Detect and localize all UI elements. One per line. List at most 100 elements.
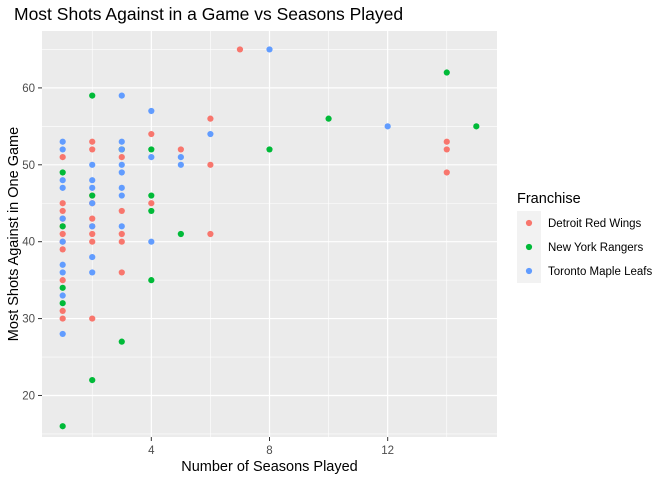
major-gridlines (42, 31, 497, 437)
point-detroit-red-wings (207, 230, 214, 238)
point-toronto-maple-leafs (118, 146, 125, 153)
point-new-york-rangers (148, 146, 155, 153)
point-detroit-red-wings (59, 200, 66, 207)
point-new-york-rangers (59, 284, 66, 291)
point-toronto-maple-leafs (89, 200, 96, 207)
point-detroit-red-wings (148, 200, 155, 207)
y-tick-label: 50 (22, 160, 35, 172)
point-new-york-rangers (148, 192, 155, 199)
point-detroit-red-wings (59, 315, 66, 322)
point-toronto-maple-leafs (148, 107, 155, 115)
point-toronto-maple-leafs (89, 177, 96, 184)
legend-marker-new-york-rangers (525, 243, 533, 251)
point-toronto-maple-leafs (118, 92, 125, 99)
point-detroit-red-wings (59, 207, 66, 215)
point-toronto-maple-leafs (59, 269, 66, 276)
x-tick-label: 12 (381, 445, 394, 457)
point-toronto-maple-leafs (207, 130, 214, 138)
point-toronto-maple-leafs (89, 253, 96, 261)
point-new-york-rangers (59, 300, 66, 307)
point-detroit-red-wings (207, 161, 214, 168)
legend-marker-toronto-maple-leafs (525, 267, 533, 275)
point-detroit-red-wings (443, 138, 450, 145)
legend-title: Franchise (517, 191, 581, 207)
y-tick-label: 40 (22, 237, 35, 249)
point-detroit-red-wings (59, 277, 66, 284)
point-new-york-rangers (59, 423, 66, 430)
x-tick-label: 8 (266, 445, 272, 457)
point-toronto-maple-leafs (266, 46, 273, 53)
point-new-york-rangers (89, 376, 96, 384)
point-new-york-rangers (59, 169, 66, 176)
point-toronto-maple-leafs (177, 154, 184, 161)
point-toronto-maple-leafs (118, 223, 125, 230)
point-toronto-maple-leafs (89, 223, 96, 230)
x-tick-label: 4 (148, 445, 155, 457)
point-toronto-maple-leafs (59, 292, 66, 299)
y-axis: 20 30 40 50 60 (22, 83, 42, 402)
point-toronto-maple-leafs (89, 184, 96, 191)
point-detroit-red-wings (118, 154, 125, 161)
point-new-york-rangers (443, 69, 450, 76)
x-axis: 4 8 12 (148, 437, 394, 457)
point-toronto-maple-leafs (59, 146, 66, 153)
point-detroit-red-wings (89, 315, 96, 322)
legend-label-new-york-rangers: New York Rangers (548, 242, 643, 254)
point-new-york-rangers (118, 338, 125, 345)
point-new-york-rangers (89, 92, 96, 99)
point-detroit-red-wings (207, 115, 214, 122)
point-toronto-maple-leafs (59, 138, 66, 145)
point-toronto-maple-leafs (59, 330, 66, 338)
point-new-york-rangers (266, 146, 273, 153)
point-new-york-rangers (59, 223, 66, 230)
point-new-york-rangers (148, 207, 155, 215)
y-tick-label: 30 (22, 314, 35, 326)
point-new-york-rangers (177, 230, 184, 238)
point-detroit-red-wings (443, 169, 450, 176)
point-toronto-maple-leafs (384, 123, 391, 130)
point-detroit-red-wings (89, 238, 96, 245)
point-detroit-red-wings (118, 238, 125, 245)
point-toronto-maple-leafs (59, 215, 66, 222)
point-detroit-red-wings (89, 146, 96, 153)
point-toronto-maple-leafs (118, 169, 125, 176)
point-detroit-red-wings (89, 138, 96, 145)
point-toronto-maple-leafs (118, 161, 125, 168)
legend-label-toronto-maple-leafs: Toronto Maple Leafs (548, 266, 652, 278)
point-toronto-maple-leafs (59, 184, 66, 191)
point-toronto-maple-leafs (59, 177, 66, 184)
point-new-york-rangers (473, 123, 480, 130)
point-toronto-maple-leafs (118, 184, 125, 191)
point-detroit-red-wings (89, 230, 96, 238)
point-detroit-red-wings (148, 130, 155, 138)
point-toronto-maple-leafs (89, 269, 96, 276)
x-axis-title: Number of Seasons Played (181, 459, 358, 475)
point-detroit-red-wings (443, 146, 450, 153)
point-detroit-red-wings (177, 146, 184, 153)
point-toronto-maple-leafs (148, 154, 155, 161)
y-tick-label: 60 (22, 83, 35, 95)
data-points (59, 46, 480, 430)
point-toronto-maple-leafs (118, 192, 125, 199)
point-detroit-red-wings (59, 154, 66, 161)
legend: Franchise Detroit Red Wings New York Rang… (517, 191, 652, 283)
point-toronto-maple-leafs (118, 138, 125, 145)
chart-title: Most Shots Against in a Game vs Seasons … (14, 4, 403, 24)
point-detroit-red-wings (118, 269, 125, 276)
point-toronto-maple-leafs (148, 238, 155, 245)
point-new-york-rangers (325, 115, 332, 122)
point-new-york-rangers (89, 192, 96, 199)
point-detroit-red-wings (59, 307, 66, 314)
point-toronto-maple-leafs (89, 161, 96, 168)
point-detroit-red-wings (236, 46, 244, 53)
point-detroit-red-wings (118, 207, 125, 215)
point-detroit-red-wings (59, 230, 66, 238)
point-toronto-maple-leafs (177, 161, 184, 168)
point-detroit-red-wings (118, 230, 125, 238)
point-toronto-maple-leafs (59, 261, 66, 268)
point-new-york-rangers (148, 277, 155, 284)
legend-label-detroit-red-wings: Detroit Red Wings (548, 218, 642, 230)
y-axis-title: Most Shots Against in One Game (6, 127, 22, 341)
legend-marker-detroit-red-wings (525, 219, 533, 227)
